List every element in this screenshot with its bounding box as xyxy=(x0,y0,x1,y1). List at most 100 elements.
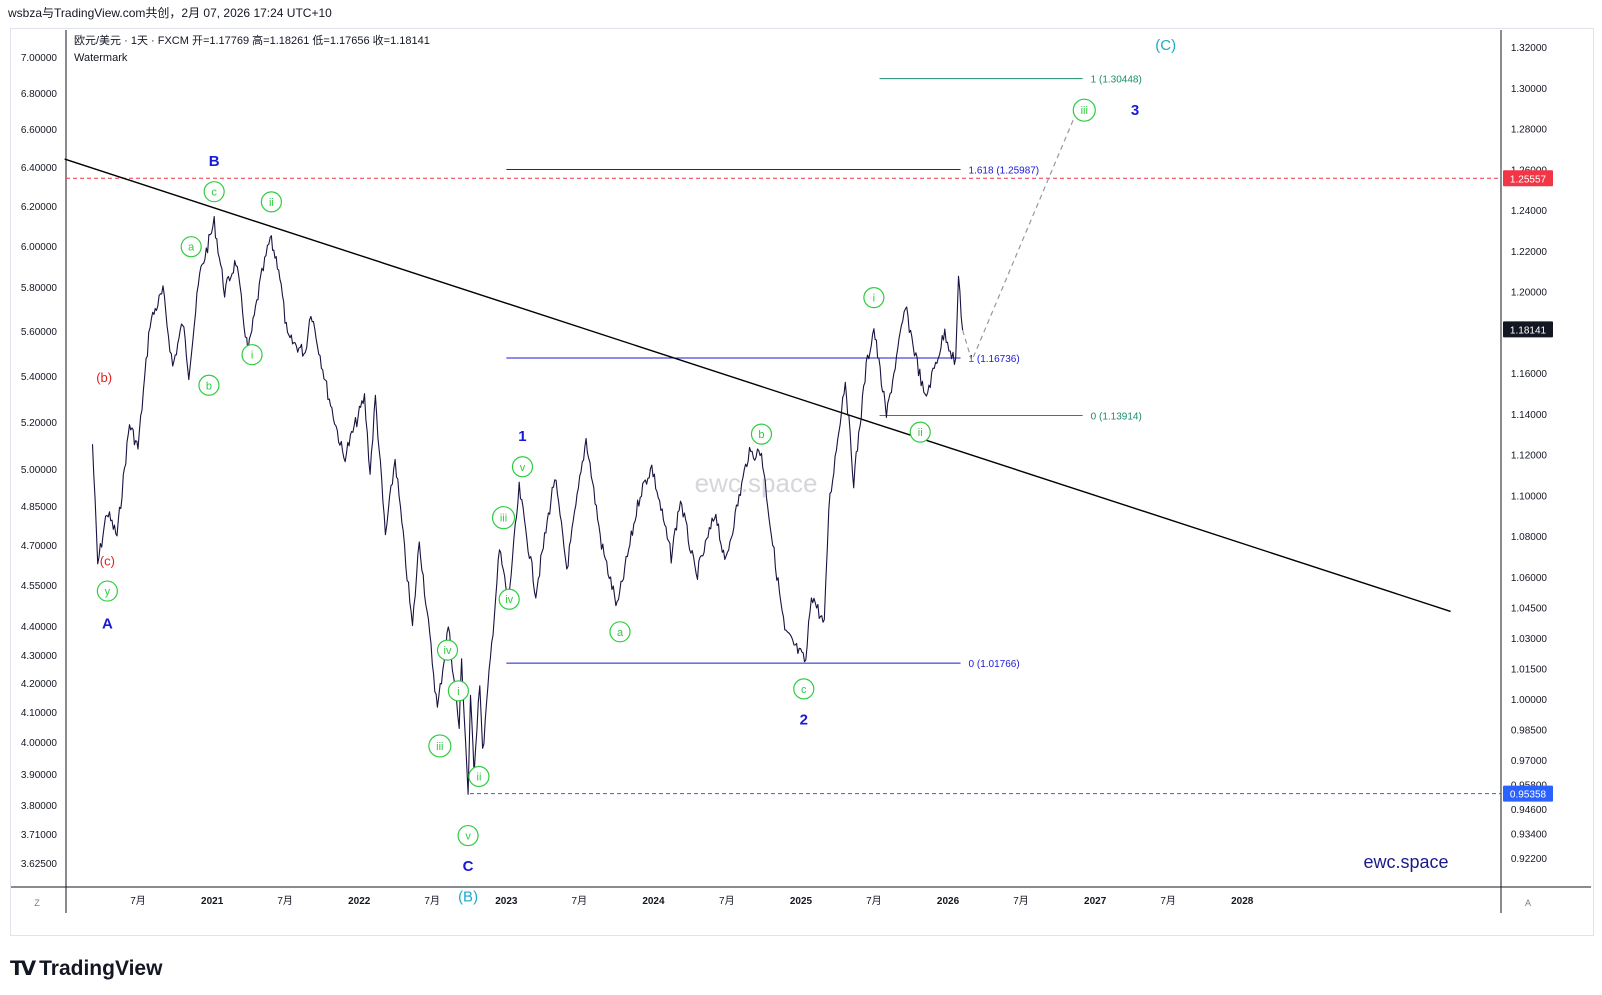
wave-label-28: 3 xyxy=(1131,102,1139,119)
left-axis-tick-21: 3.71000 xyxy=(21,830,58,841)
wave-label-circle-27 xyxy=(1072,98,1096,122)
left-axis-tick-16: 4.20000 xyxy=(21,679,58,690)
wave-label-circle-13 xyxy=(468,765,490,788)
time-axis-tick-12: 7月 xyxy=(1013,895,1029,907)
right-axis-tick-5: 1.22000 xyxy=(1511,247,1548,258)
wave-label-15: C xyxy=(463,858,474,875)
projection-path xyxy=(962,107,1079,363)
time-axis-tick-8: 7月 xyxy=(719,895,735,907)
left-axis-tick-1: 6.80000 xyxy=(21,89,58,100)
trendline xyxy=(64,158,1451,613)
right-axis-tick-0: 1.32000 xyxy=(1511,43,1548,54)
attribution-text: wsbza与TradingView.com共创，2月 07, 2026 17:2… xyxy=(8,6,332,20)
wave-label-21: a xyxy=(617,627,624,639)
wave-label-5: b xyxy=(206,380,212,392)
axis-mode-button-right: A xyxy=(1525,898,1531,908)
left-axis-tick-4: 6.20000 xyxy=(21,202,58,213)
wave-label-25: i xyxy=(873,293,875,305)
left-axis-tick-13: 4.55000 xyxy=(21,581,58,592)
tradingview-footer[interactable]: 𝗧𝗩 TradingView xyxy=(10,956,162,981)
time-axis-tick-13: 2027 xyxy=(1084,896,1107,907)
wave-label-12: iii xyxy=(436,741,443,753)
time-axis-tick-10: 7月 xyxy=(866,895,882,907)
watermark-label: Watermark xyxy=(74,52,128,64)
wave-label-circle-23 xyxy=(793,678,815,700)
right-axis-tick-4: 1.24000 xyxy=(1511,206,1548,217)
site-label: ewc.space xyxy=(1363,852,1448,872)
left-axis-tick-5: 6.00000 xyxy=(21,242,58,253)
wave-label-7: c xyxy=(211,187,217,199)
wave-label-circle-11 xyxy=(447,680,469,702)
right-axis-tick-9: 1.14000 xyxy=(1511,410,1548,421)
wave-label-20: iv xyxy=(505,594,513,606)
fib-teal-label-0: 1 (1.30448) xyxy=(1091,75,1142,86)
right-axis-tick-10: 1.12000 xyxy=(1511,451,1548,462)
price-badge-support xyxy=(1503,785,1553,802)
left-axis-tick-18: 4.00000 xyxy=(21,738,58,749)
time-axis-tick-3: 2022 xyxy=(348,896,371,907)
chart-frame xyxy=(10,28,1594,936)
right-axis-tick-12: 1.08000 xyxy=(1511,532,1548,543)
right-axis-tick-17: 1.00000 xyxy=(1511,695,1548,706)
wave-label-circle-20 xyxy=(498,588,520,610)
wave-label-8: ii xyxy=(269,197,274,209)
wave-label-3: A xyxy=(102,616,113,633)
price-badge-label-support: 0.95358 xyxy=(1510,790,1547,801)
left-axis-tick-12: 4.70000 xyxy=(21,541,58,552)
wave-label-29: (C) xyxy=(1155,37,1176,54)
wave-label-23: c xyxy=(801,684,807,696)
wave-label-circle-26 xyxy=(909,421,931,443)
wave-label-circle-5 xyxy=(198,374,220,396)
fib-blue-label-1: 1 (1.16736) xyxy=(969,354,1020,365)
left-axis-tick-22: 3.62500 xyxy=(21,859,58,870)
right-axis-tick-2: 1.28000 xyxy=(1511,125,1548,136)
fib-blue-label-2: 0 (1.01766) xyxy=(969,659,1020,670)
wave-label-14: v xyxy=(465,831,471,843)
wave-label-circle-22 xyxy=(750,423,773,445)
time-axis-tick-9: 2025 xyxy=(790,896,813,907)
right-axis-tick-21: 0.94600 xyxy=(1511,805,1548,816)
wave-label-19: iii xyxy=(500,513,507,525)
wave-label-circle-7 xyxy=(203,181,225,203)
right-axis-tick-14: 1.04500 xyxy=(1511,603,1548,614)
price-series xyxy=(91,215,964,795)
wave-label-4: a xyxy=(188,242,195,254)
wave-label-circle-2 xyxy=(96,580,118,602)
price-badge-label-resistance: 1.25557 xyxy=(1510,174,1547,185)
wave-label-11: i xyxy=(457,686,459,698)
left-axis-tick-3: 6.40000 xyxy=(21,163,58,174)
price-badge-resistance xyxy=(1503,170,1553,187)
wave-label-circle-8 xyxy=(260,191,282,213)
left-axis-tick-14: 4.40000 xyxy=(21,622,58,633)
time-axis-tick-0: 7月 xyxy=(130,895,146,907)
right-axis-tick-8: 1.16000 xyxy=(1511,369,1548,380)
wave-label-circle-25 xyxy=(863,287,885,309)
wave-label-17: 1 xyxy=(518,428,526,445)
left-axis-tick-9: 5.20000 xyxy=(21,418,58,429)
wave-label-10: iv xyxy=(444,645,452,657)
left-axis-tick-7: 5.60000 xyxy=(21,327,58,338)
left-axis-tick-8: 5.40000 xyxy=(21,372,58,383)
tradingview-logo-icon: 𝗧𝗩 xyxy=(10,958,36,980)
time-axis-tick-5: 2023 xyxy=(495,896,518,907)
time-axis-tick-2: 7月 xyxy=(277,895,293,907)
time-axis-tick-1: 2021 xyxy=(201,896,224,907)
left-axis-tick-10: 5.00000 xyxy=(21,465,58,476)
symbol-legend: 欧元/美元 · 1天 · FXCM 开=1.17769 高=1.18261 低=… xyxy=(74,33,430,47)
left-axis-tick-6: 5.80000 xyxy=(21,283,58,294)
right-axis-tick-15: 1.03000 xyxy=(1511,634,1548,645)
price-badge-label-current: 1.18141 xyxy=(1510,325,1547,336)
tradingview-brand: TradingView xyxy=(39,956,163,980)
wave-label-circle-10 xyxy=(436,639,459,661)
right-axis-tick-1: 1.30000 xyxy=(1511,84,1548,95)
wave-label-22: b xyxy=(758,429,764,441)
right-axis-tick-22: 0.93400 xyxy=(1511,830,1548,841)
left-axis-tick-20: 3.80000 xyxy=(21,801,58,812)
wave-label-circle-21 xyxy=(609,621,631,643)
wave-label-27: iii xyxy=(1081,105,1088,117)
time-axis-tick-7: 2024 xyxy=(642,896,665,907)
fib-teal-label-1: 0 (1.13914) xyxy=(1091,412,1142,423)
wave-label-24: 2 xyxy=(800,711,808,728)
fib-blue-label-0: 1.618 (1.25987) xyxy=(969,166,1040,177)
